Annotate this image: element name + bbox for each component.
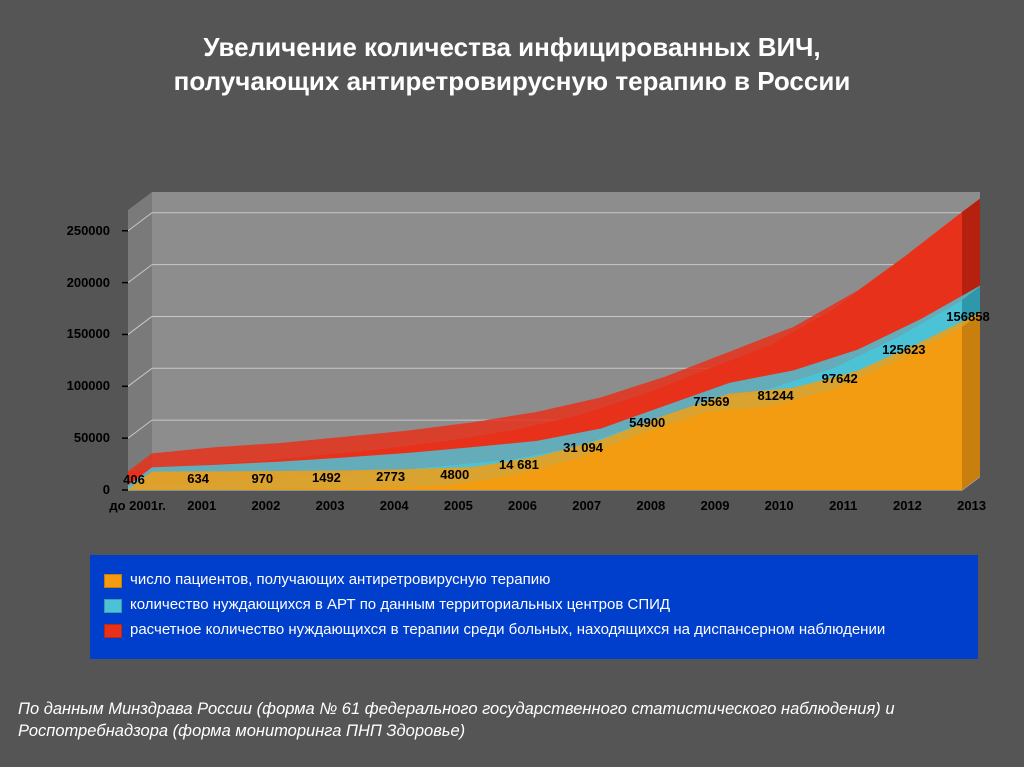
data-label: 4800 [440,467,469,482]
x-tick-label: 2011 [829,498,857,513]
y-tick-label: 50000 [50,430,110,445]
data-label: 81244 [757,388,793,403]
data-label: 54900 [629,415,665,430]
data-label: 970 [251,471,273,486]
x-tick-label: до 2001г. [109,498,165,513]
data-label: 97642 [822,371,858,386]
x-tick-label: 2013 [957,498,986,513]
data-label: 31 094 [563,440,603,455]
x-tick-label: 2012 [893,498,922,513]
x-tick-label: 2007 [572,498,601,513]
data-label: 156858 [946,309,989,324]
data-label: 2773 [376,469,405,484]
y-tick-label: 150000 [50,326,110,341]
x-tick-label: 2005 [444,498,473,513]
legend-item: расчетное количество нуждающихся в терап… [104,621,964,640]
x-tick-label: 2009 [701,498,730,513]
source-citation: По данным Минздрава России (форма № 61 ф… [18,698,1006,743]
y-tick-label: 250000 [50,223,110,238]
data-label: 634 [187,471,209,486]
legend-label: количество нуждающихся в АРТ по данным т… [130,596,670,615]
legend-swatch [104,574,122,588]
x-tick-label: 2010 [765,498,794,513]
y-tick-label: 200000 [50,275,110,290]
x-tick-label: 2002 [251,498,280,513]
x-tick-label: 2003 [316,498,345,513]
legend-swatch [104,599,122,613]
legend-swatch [104,624,122,638]
legend-label: расчетное количество нуждающихся в терап… [130,621,885,640]
data-label: 14 681 [499,457,539,472]
x-tick-label: 2001 [187,498,216,513]
data-label: 1492 [312,470,341,485]
x-tick-label: 2006 [508,498,537,513]
area-chart-3d: 0 50000 100000 150000 200000 250000 до 2001г.… [50,190,980,550]
legend-item: количество нуждающихся в АРТ по данным т… [104,596,964,615]
chart-legend: число пациентов, получающих антиретровир… [90,555,978,659]
chart-title-line2: получающих антиретровирусную терапию в Р… [0,66,1024,97]
data-label: 125623 [882,342,925,357]
legend-label: число пациентов, получающих антиретровир… [130,571,550,590]
x-tick-label: 2004 [380,498,409,513]
legend-item: число пациентов, получающих антиретровир… [104,571,964,590]
data-label: 406 [123,472,145,487]
x-tick-label: 2008 [636,498,665,513]
chart-title-line1: Увеличение количества инфицированных ВИЧ… [0,32,1024,63]
data-label: 75569 [693,394,729,409]
y-tick-label: 100000 [50,378,110,393]
y-tick-label: 0 [50,482,110,497]
